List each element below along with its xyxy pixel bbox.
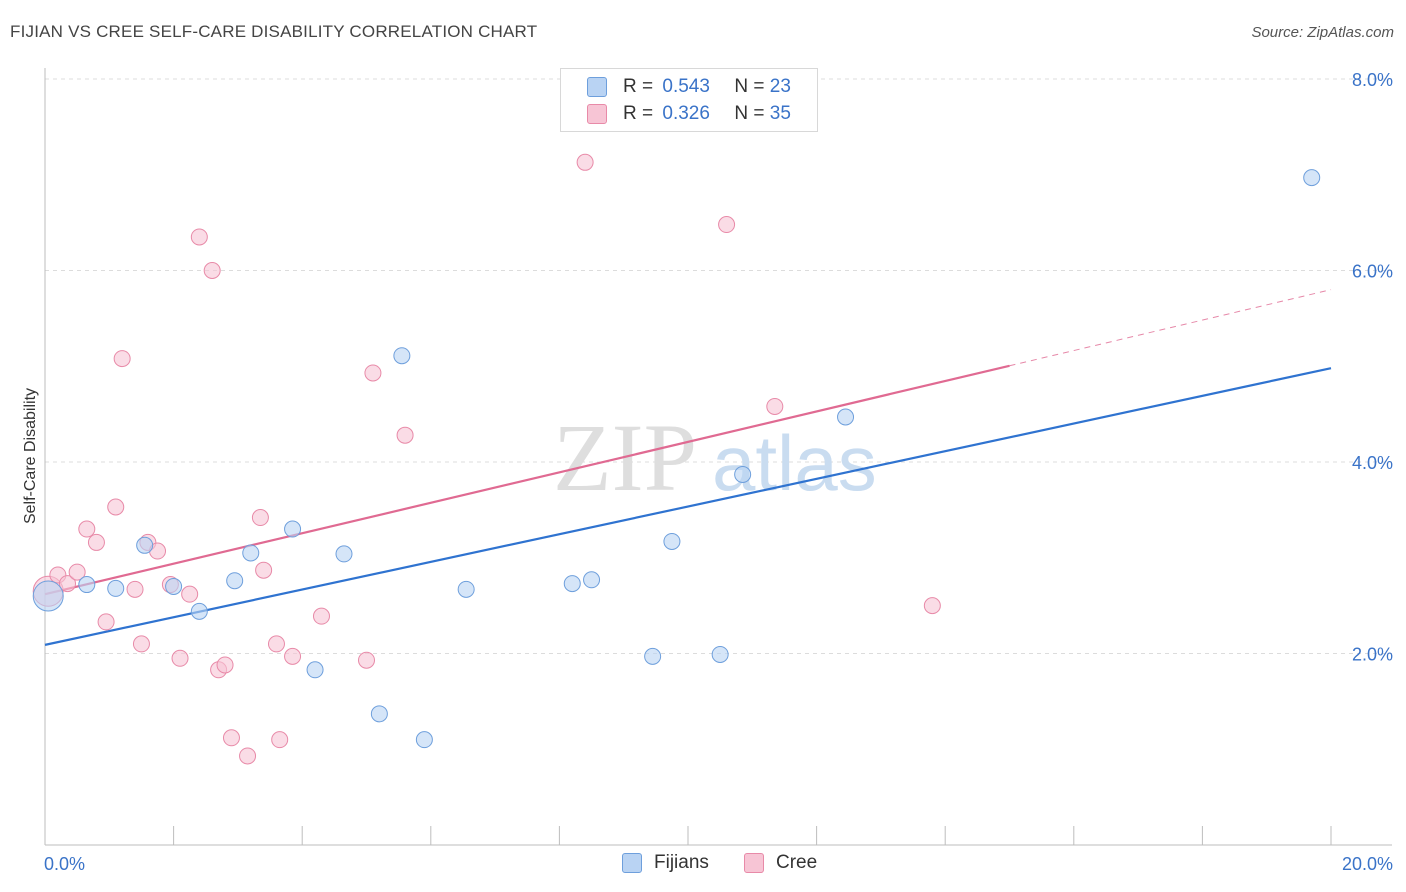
cree-point — [718, 216, 736, 234]
cree-point — [107, 498, 125, 516]
fijian-point — [107, 579, 125, 597]
cree-point — [576, 153, 594, 171]
fijian-point — [663, 532, 681, 550]
cree-point — [284, 647, 302, 665]
legend-r-label: R = — [623, 103, 654, 124]
bottom-legend-fijians[interactable]: Fijians — [622, 852, 709, 874]
y-tick-label: 8.0% — [1352, 70, 1393, 90]
cree-point — [271, 731, 289, 749]
cree-point — [267, 635, 285, 653]
cree-trend-line — [44, 364, 1010, 596]
fijian-point — [1303, 169, 1321, 187]
fijian-point — [165, 577, 183, 595]
y-tick-label: 6.0% — [1352, 262, 1393, 282]
fijian-point — [306, 661, 324, 679]
fijian-point — [78, 576, 96, 594]
legend-r-value-cree: 0.326 — [662, 103, 710, 124]
cree-point — [222, 729, 240, 747]
legend: R = 0.543 N = 23 R = 0.326 N = 35 — [560, 68, 818, 132]
source-label: Source: ZipAtlas.com — [1251, 24, 1394, 41]
cree-point — [358, 651, 375, 669]
fijian-point — [711, 645, 729, 663]
cree-point — [766, 397, 784, 415]
watermark: ZIP atlas — [553, 404, 877, 511]
fijian-point — [583, 571, 601, 589]
x-tick-labels: 0.0% 20.0% — [44, 854, 1393, 874]
cree-point — [97, 613, 115, 631]
fijian-point — [335, 545, 353, 563]
bottom-legend-cree[interactable]: Cree — [744, 852, 817, 874]
cree-point — [68, 563, 86, 581]
cree-point — [255, 561, 273, 579]
legend-n-value-cree: 35 — [769, 103, 791, 124]
cree-point — [78, 520, 96, 538]
bottom-legend-fijians-label: Fijians — [654, 852, 709, 873]
x-tick-label: 0.0% — [44, 854, 85, 874]
fijian-point — [190, 602, 208, 620]
y-tick-labels: 2.0% 4.0% 6.0% 8.0% — [1352, 70, 1393, 665]
cree-point — [312, 607, 330, 625]
fijian-point — [242, 544, 260, 562]
cree-point — [132, 635, 150, 653]
cree-point — [113, 350, 131, 368]
x-tick-label: 20.0% — [1342, 854, 1393, 874]
cree-point — [171, 649, 189, 667]
cree-point — [923, 597, 941, 615]
cree-point — [239, 747, 257, 765]
cree-swatch — [744, 853, 764, 873]
axes — [44, 68, 1392, 846]
legend-row-fijians: R = 0.543 N = 23 — [587, 74, 791, 100]
cree-point — [190, 228, 208, 246]
fijian-point — [734, 465, 752, 483]
fijian-trend-line — [44, 367, 1332, 646]
cree-point — [216, 656, 234, 674]
bottom-legend-cree-label: Cree — [776, 852, 818, 873]
fijian-point — [32, 580, 64, 612]
y-axis-label: Self-Care Disability — [22, 388, 39, 524]
chart-title: FIJIAN VS CREE SELF-CARE DISABILITY CORR… — [10, 22, 538, 41]
fijian-point — [457, 580, 475, 598]
grid-lines — [45, 78, 1392, 654]
y-tick-label: 4.0% — [1352, 453, 1393, 473]
fijian-point — [226, 572, 244, 590]
cree-trend-line-extension — [1009, 289, 1332, 367]
cree-point — [203, 262, 221, 279]
cree-swatch — [587, 104, 607, 124]
fijian-point — [415, 731, 433, 749]
cree-point — [87, 533, 105, 551]
legend-n-value-fijians: 23 — [769, 76, 791, 97]
watermark-atlas: atlas — [712, 419, 877, 507]
cree-point — [59, 575, 77, 593]
y-tick-label: 2.0% — [1352, 645, 1393, 665]
legend-r-label: R = — [623, 76, 654, 97]
cree-point — [181, 585, 199, 603]
legend-row-cree: R = 0.326 N = 35 — [587, 101, 791, 127]
fijian-point — [284, 520, 302, 538]
cree-point — [396, 426, 414, 444]
legend-r-value-fijians: 0.543 — [662, 76, 710, 97]
fijian-point — [563, 575, 581, 593]
fijian-point — [644, 647, 662, 665]
fijian-point — [837, 408, 855, 426]
cree-point — [251, 509, 269, 527]
cree-point — [364, 364, 382, 382]
legend-n-label: N = — [734, 76, 765, 97]
fijians-swatch — [587, 77, 607, 97]
fijian-point — [370, 705, 388, 723]
bottom-legend: Fijians Cree — [0, 852, 1406, 878]
legend-n-label: N = — [734, 103, 765, 124]
fijian-point — [136, 536, 154, 554]
fijian-point — [393, 347, 411, 365]
data-points — [32, 153, 1321, 765]
fijians-swatch — [622, 853, 642, 873]
cree-point — [126, 580, 144, 598]
trend-lines — [44, 289, 1332, 646]
